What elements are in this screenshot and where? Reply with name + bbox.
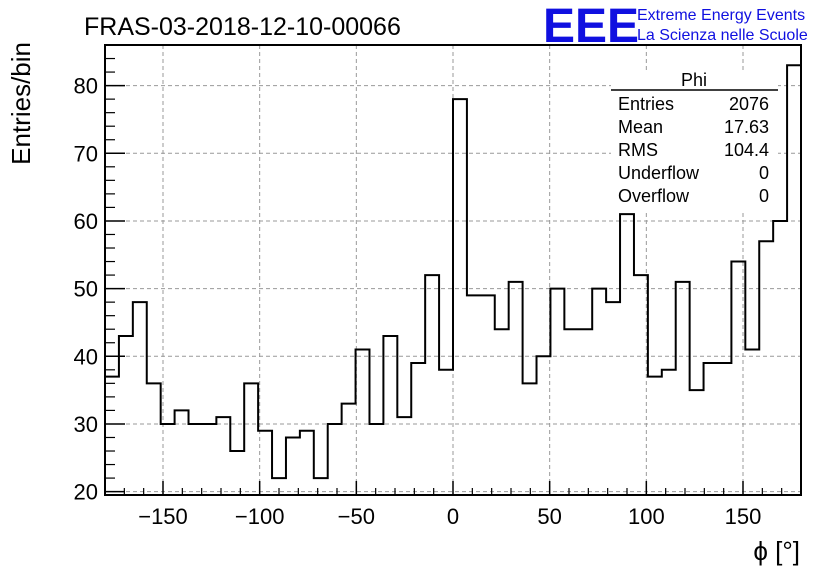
histogram-bin — [787, 65, 801, 495]
stats-row-label: Overflow — [618, 186, 690, 206]
histogram-bin — [634, 275, 648, 495]
stats-title: Phi — [681, 70, 707, 90]
histogram-bin — [189, 424, 203, 495]
stats-box: Phi Entries 2076 Mean 17.63 RMS 104.4 Underflo… — [611, 70, 778, 210]
histogram-bin — [342, 404, 356, 495]
stats-row-value: 2076 — [729, 94, 769, 114]
histogram-bin — [397, 417, 411, 495]
histogram-bin — [356, 350, 370, 495]
y-tick-label: 80 — [74, 74, 98, 99]
y-axis-ticks: 20 30 40 50 60 70 80 — [74, 44, 125, 505]
histogram-bin — [244, 383, 258, 495]
x-tick-label: 0 — [447, 504, 459, 529]
histogram-bin — [717, 363, 731, 495]
stats-row-value: 17.63 — [724, 117, 769, 137]
y-tick-label: 50 — [74, 277, 98, 302]
stats-row-label: Underflow — [618, 163, 700, 183]
histogram-bin — [495, 329, 509, 495]
histogram-bin — [564, 329, 578, 495]
y-axis-label: Entries/bin — [6, 42, 36, 165]
histogram-bin — [550, 289, 564, 495]
x-tick-label: −150 — [138, 504, 188, 529]
stats-row-value: 0 — [759, 186, 769, 206]
y-tick-label: 40 — [74, 344, 98, 369]
histogram-bin — [314, 478, 328, 495]
eee-logo: EEE Extreme Energy Events La Scienza nel… — [543, 0, 808, 53]
stats-box-background — [611, 72, 778, 210]
x-tick-label: −50 — [338, 504, 375, 529]
histogram-bin — [745, 350, 759, 495]
histogram-bin — [328, 424, 342, 495]
histogram-bin — [648, 377, 662, 495]
histogram-bin — [467, 295, 481, 495]
histogram-bin — [286, 437, 300, 495]
stats-row-value: 0 — [759, 163, 769, 183]
histogram-bin — [523, 383, 537, 495]
histogram-bin — [411, 363, 425, 495]
histogram-bin — [606, 302, 620, 495]
histogram-bin — [175, 410, 189, 495]
histogram-bin — [690, 390, 704, 495]
histogram-bin — [202, 424, 216, 495]
stats-row-label: RMS — [618, 140, 658, 160]
x-axis-ticks: −150 −100 −50 0 50 100 150 — [104, 481, 802, 529]
y-tick-label: 70 — [74, 141, 98, 166]
y-tick-label: 30 — [74, 412, 98, 437]
histogram-bin — [592, 289, 606, 495]
histogram-bin — [230, 451, 244, 495]
stats-row-label: Entries — [618, 94, 674, 114]
histogram-bin — [439, 370, 453, 495]
histogram-bin — [773, 221, 787, 495]
x-tick-label: −100 — [235, 504, 285, 529]
logo-line-1: Extreme Energy Events — [637, 7, 805, 24]
y-tick-label: 20 — [74, 480, 98, 505]
histogram-bin — [216, 417, 230, 495]
histogram-bin — [704, 363, 718, 495]
histogram-bin — [662, 370, 676, 495]
x-tick-label: 50 — [537, 504, 561, 529]
histogram-line — [105, 64, 801, 480]
histogram-bin — [300, 431, 314, 495]
histogram-bin — [620, 214, 634, 495]
histogram-bin — [481, 295, 495, 495]
logo-line-2: La Scienza nelle Scuole — [637, 27, 808, 44]
histogram-bin — [133, 302, 147, 495]
histogram-bin — [453, 99, 467, 495]
stats-rows: Entries 2076 Mean 17.63 RMS 104.4 Underflow 0 Ov… — [618, 94, 769, 206]
histogram-bin — [369, 424, 383, 495]
y-tick-label: 60 — [74, 209, 98, 234]
histogram-bin — [578, 329, 592, 495]
histogram-bin — [425, 275, 439, 495]
histogram-bin — [537, 356, 551, 495]
stats-row-label: Mean — [618, 117, 663, 137]
histogram-bin — [676, 282, 690, 495]
histogram-bin — [147, 383, 161, 495]
histogram-bin — [509, 282, 523, 495]
x-axis-label: ϕ [°] — [753, 536, 800, 566]
histogram-bin — [105, 377, 119, 495]
histogram-bin — [759, 241, 773, 495]
histogram-bin — [119, 336, 133, 495]
histogram-bin — [383, 336, 397, 495]
chart-title: FRAS-03-2018-12-10-00066 — [84, 13, 401, 41]
x-tick-label: 100 — [628, 504, 665, 529]
stats-row-value: 104.4 — [724, 140, 769, 160]
x-tick-label: 150 — [725, 504, 762, 529]
